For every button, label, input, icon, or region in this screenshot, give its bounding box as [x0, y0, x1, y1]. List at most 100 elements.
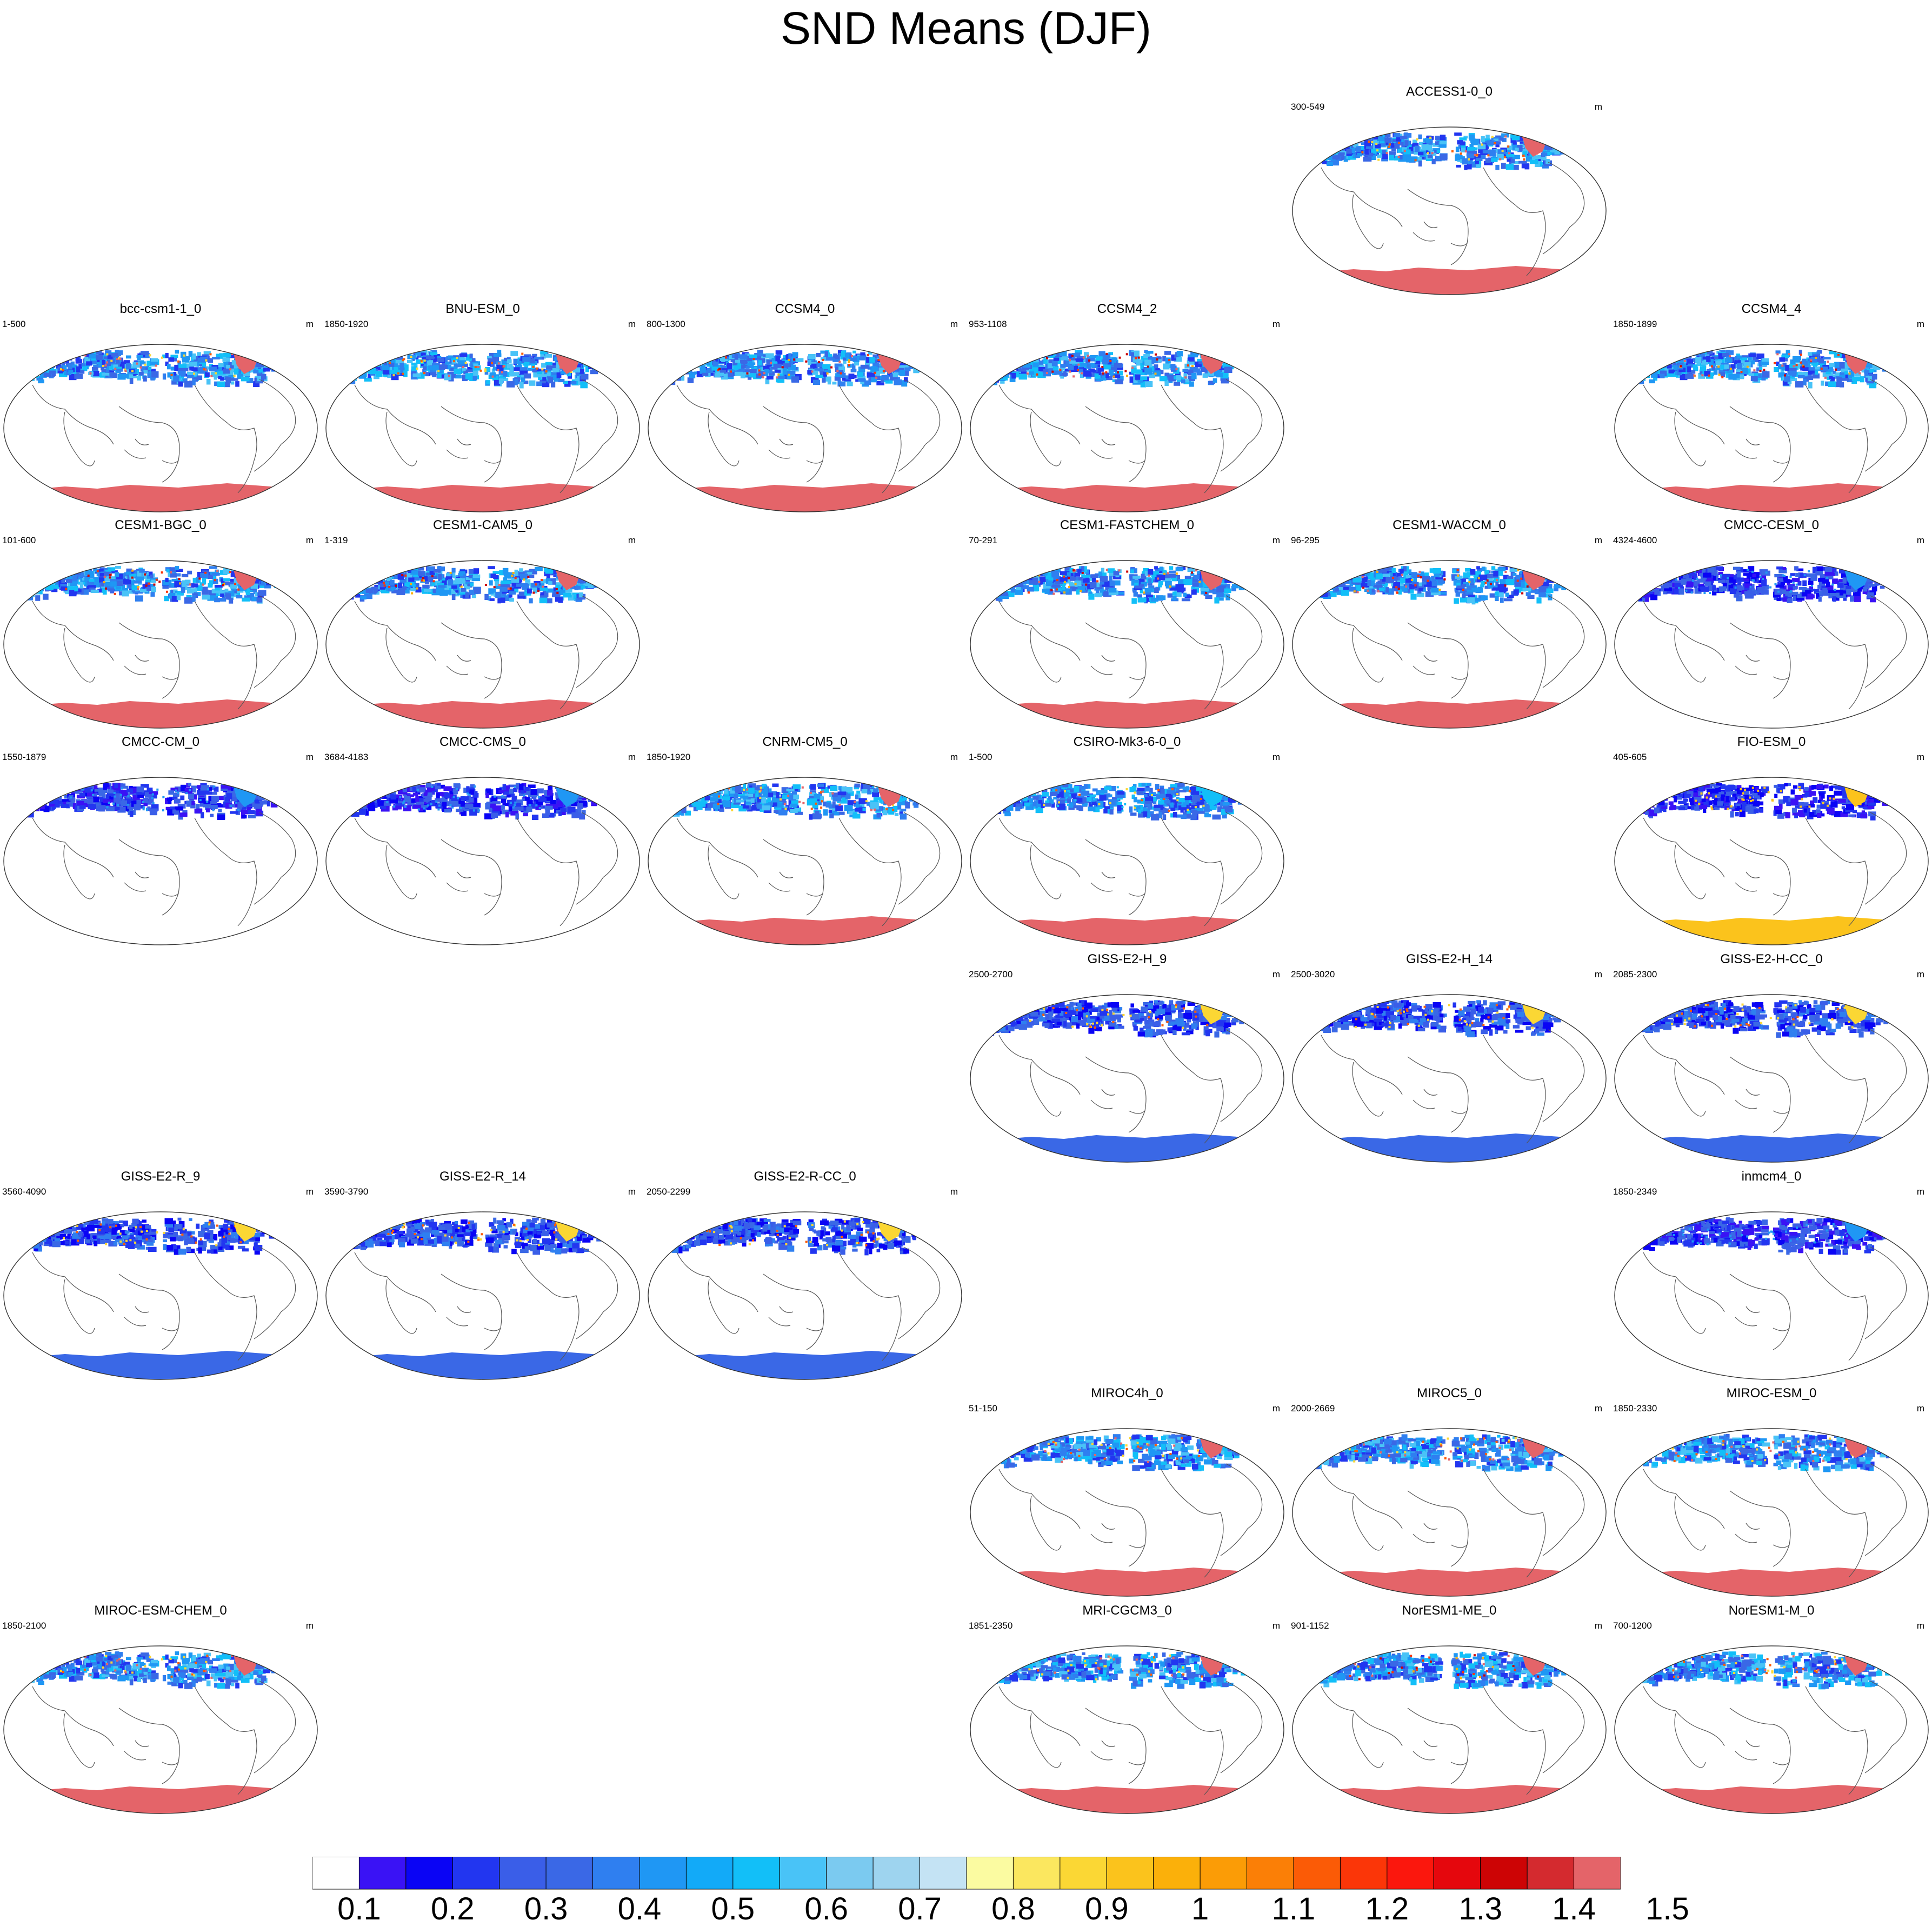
map-panel: CNRM-CM5_0 1850-1920 m — [644, 731, 965, 953]
panel-year-range: 1850-2349 — [1613, 1186, 1657, 1197]
colorbar-box — [920, 1857, 967, 1890]
colorbar-box — [872, 1857, 921, 1890]
snow-field-antarctica — [1293, 1568, 1606, 1596]
coastlines — [998, 379, 1263, 494]
panel-year-range: 3590-3790 — [324, 1186, 369, 1197]
snow-field-antarctica — [970, 1568, 1284, 1596]
snow-field-north — [338, 348, 602, 389]
map-plot — [1614, 344, 1929, 512]
map-panel: GISS-E2-R_14 3590-3790 m — [322, 1166, 643, 1388]
panel-year-range: 1-500 — [2, 319, 26, 329]
colorbar-box — [732, 1857, 780, 1890]
map-plot — [1292, 994, 1607, 1163]
snow-field-north — [1305, 564, 1569, 605]
map-panel: CESM1-FASTCHEM_0 70-291 m — [967, 515, 1288, 736]
colorbar-box — [1293, 1857, 1341, 1890]
colorbar-tick-label: 0.2 — [430, 1891, 475, 1926]
map-panel: FIO-ESM_0 405-605 m — [1611, 731, 1932, 953]
map-panel: CMCC-CESM_0 4324-4600 m — [1611, 515, 1932, 736]
snow-field-north — [16, 564, 282, 604]
snow-field-antarctica — [970, 916, 1284, 945]
panel-unit: m — [305, 535, 314, 545]
map-panel: inmcm4_0 1850-2349 m — [1611, 1166, 1932, 1388]
map-plot — [648, 344, 962, 512]
map-plot — [1292, 126, 1607, 295]
map-panel: NorESM1-ME_0 901-1152 m — [1289, 1600, 1610, 1822]
map-plot — [970, 994, 1284, 1163]
coastlines — [998, 1029, 1263, 1144]
map-border — [1614, 1428, 1929, 1597]
map-plot — [3, 1211, 318, 1380]
map-panel: MIROC-ESM-CHEM_0 1850-2100 m — [0, 1600, 321, 1822]
snow-field-antarctica — [4, 699, 317, 728]
coastlines — [1321, 595, 1585, 710]
colorbar-box — [452, 1857, 500, 1890]
map-plot — [1614, 777, 1929, 945]
panel-unit: m — [950, 752, 958, 762]
snow-field-north — [983, 1432, 1250, 1471]
panel-unit: m — [1916, 1621, 1924, 1631]
map-border — [3, 1645, 318, 1814]
panel-unit: m — [628, 752, 636, 762]
map-border — [970, 344, 1284, 512]
colorbar-tick-label: 0.3 — [524, 1891, 568, 1926]
map-border — [1292, 1645, 1607, 1814]
snow-field-antarctica — [4, 1351, 317, 1379]
panel-title: CESM1-FASTCHEM_0 — [1060, 518, 1195, 532]
colorbar-tick-label: 1 — [1191, 1891, 1209, 1926]
panel-year-range: 1850-1920 — [324, 319, 369, 329]
map-border — [970, 994, 1284, 1163]
snow-field-north — [984, 781, 1248, 821]
coastlines — [32, 379, 296, 494]
map-plot — [1292, 560, 1607, 729]
panel-year-range: 4324-4600 — [1613, 535, 1657, 545]
snow-field-north — [984, 1650, 1250, 1689]
panel-title: GISS-E2-R_9 — [121, 1169, 201, 1184]
snow-field-north — [1306, 1650, 1573, 1689]
map-plot — [1614, 1211, 1929, 1380]
panel-title: CMCC-CM_0 — [122, 735, 199, 749]
panel-unit: m — [1916, 752, 1924, 762]
panel-title: MIROC4h_0 — [1091, 1386, 1163, 1401]
map-plot — [325, 1211, 640, 1380]
colorbar-box — [1387, 1857, 1434, 1890]
map-panel: GISS-E2-H_9 2500-2700 m — [967, 949, 1288, 1170]
colorbar-tick-label: 1.1 — [1271, 1891, 1316, 1926]
coastlines — [676, 379, 941, 494]
panel-unit: m — [1594, 1621, 1602, 1631]
snow-field-north — [1628, 1216, 1893, 1255]
panel-year-range: 1850-2330 — [1613, 1403, 1657, 1413]
snow-field-antarctica — [326, 483, 639, 512]
map-border — [648, 1211, 962, 1380]
panel-year-range: 405-605 — [1613, 752, 1647, 762]
map-plot — [1292, 1428, 1607, 1597]
map-panel: CCSM4_0 800-1300 m — [644, 298, 965, 520]
panel-year-range: 3684-4183 — [324, 752, 369, 762]
panel-title: GISS-E2-H_9 — [1087, 952, 1167, 966]
map-border — [325, 1211, 640, 1380]
colorbar-tick-label: 0.6 — [804, 1891, 849, 1926]
map-plot — [648, 1211, 962, 1380]
map-panel: ACCESS1-0_0 300-549 m — [1289, 81, 1610, 303]
panel-title: CESM1-BGC_0 — [115, 518, 206, 532]
colorbar-box — [312, 1857, 359, 1890]
map-border — [325, 777, 640, 945]
snow-field-antarctica — [1293, 699, 1606, 728]
coastlines — [1643, 1029, 1907, 1144]
snow-field-north — [983, 348, 1248, 388]
map-border — [3, 560, 318, 729]
map-border — [648, 777, 962, 945]
map-panel: GISS-E2-R-CC_0 2050-2299 m — [644, 1166, 965, 1388]
map-panel: CESM1-BGC_0 101-600 m — [0, 515, 321, 736]
map-panel: CSIRO-Mk3-6-0_0 1-500 m — [967, 731, 1288, 953]
snow-field-north — [1305, 998, 1573, 1038]
map-panel: MIROC-ESM_0 1850-2330 m — [1611, 1383, 1932, 1604]
panel-title: CMCC-CMS_0 — [439, 735, 526, 749]
coastlines — [1321, 1681, 1585, 1795]
map-plot — [3, 344, 318, 512]
coastlines — [32, 1246, 296, 1361]
colorbar-box — [1200, 1857, 1248, 1890]
coastlines — [32, 595, 296, 710]
panel-year-range: 1850-1899 — [1613, 319, 1657, 329]
panel-title: CESM1-WACCM_0 — [1393, 518, 1506, 532]
